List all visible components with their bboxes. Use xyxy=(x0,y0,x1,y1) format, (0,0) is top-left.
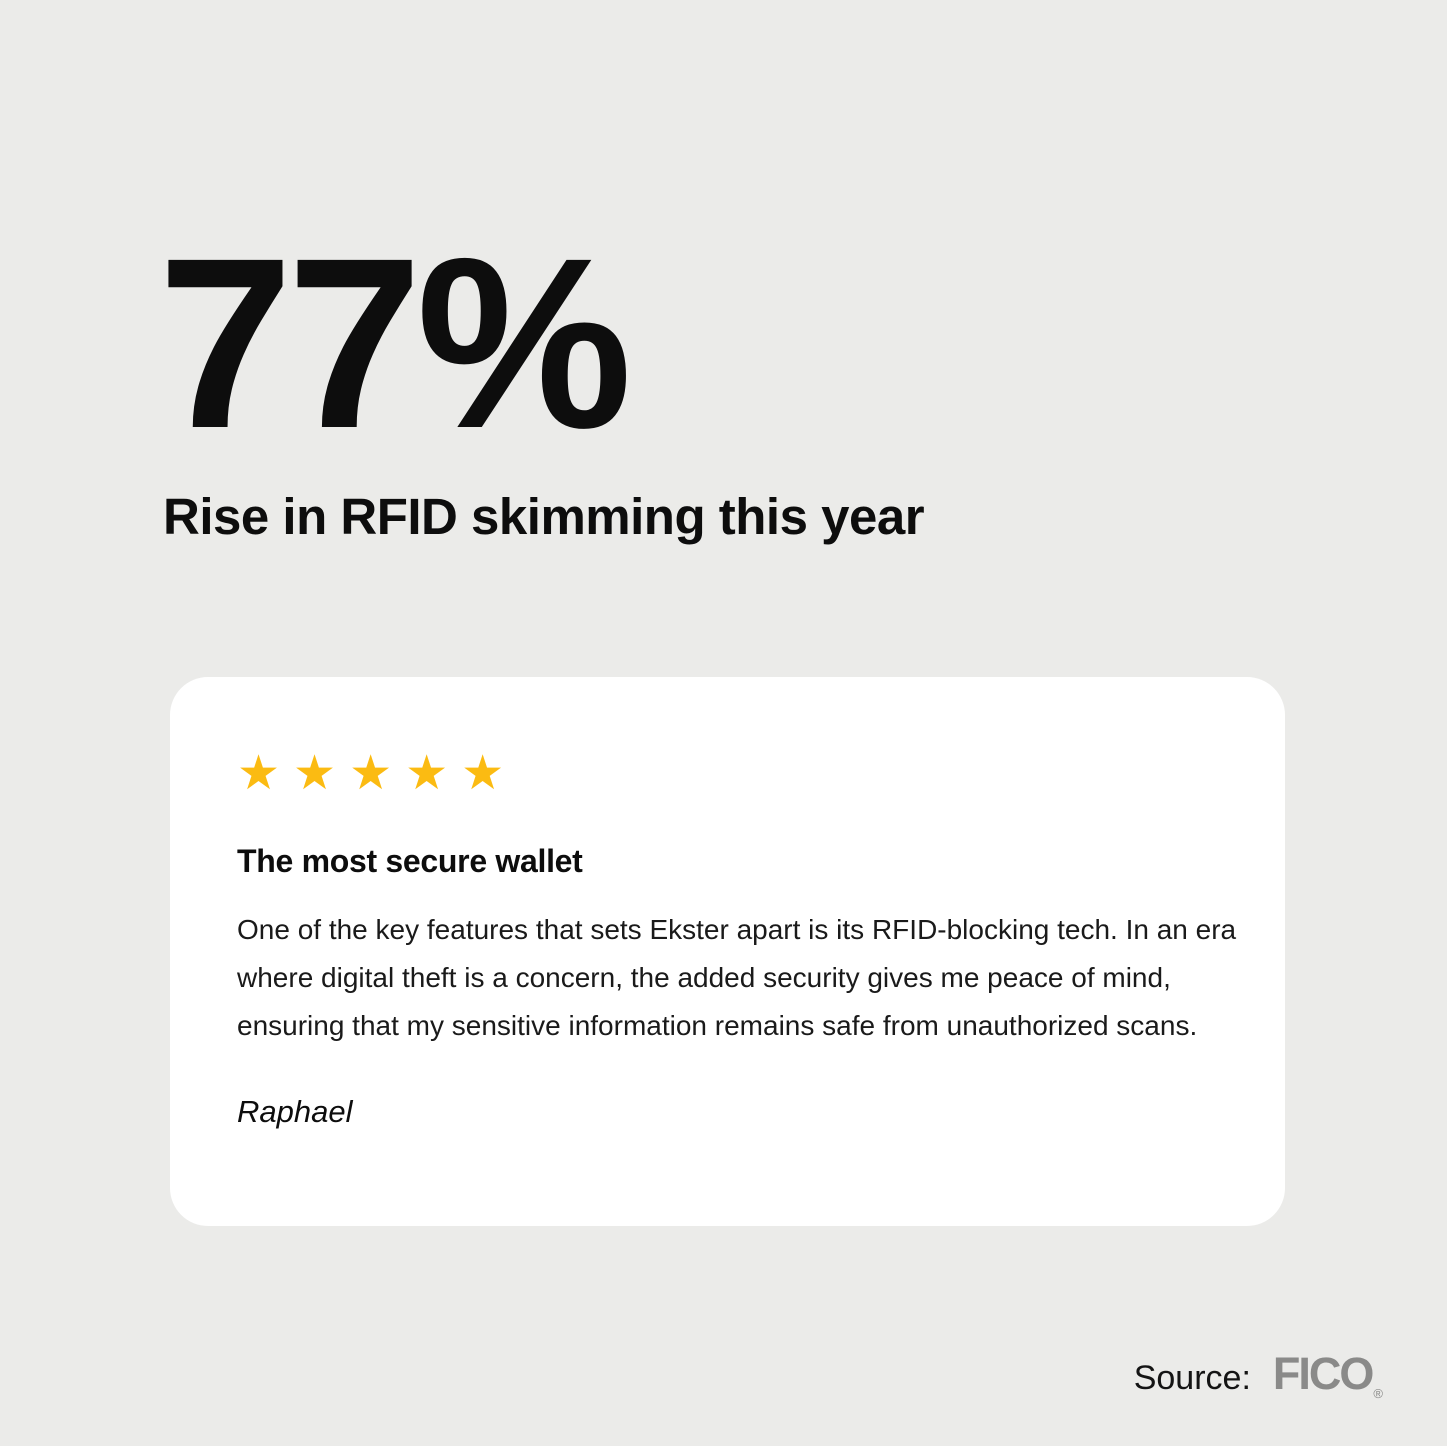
source-label: Source: xyxy=(1133,1359,1251,1397)
review-body: One of the key features that sets Ekster… xyxy=(237,914,1237,1041)
review-card: ★★★★★ The most secure wallet One of the … xyxy=(170,677,1285,1226)
stat-subtitle: Rise in RFID skimming this year xyxy=(163,488,925,545)
registered-trademark-icon: ® xyxy=(1373,1386,1383,1401)
stat-number: 77% xyxy=(158,208,632,479)
fico-logo: FICO ® xyxy=(1273,1348,1383,1400)
star-rating-icons: ★★★★★ xyxy=(237,745,518,801)
review-title: The most secure wallet xyxy=(237,843,583,879)
fico-logo-text: FICO xyxy=(1272,1348,1374,1399)
review-author: Raphael xyxy=(237,1094,353,1129)
source-attribution: Source: FICO ® xyxy=(1134,1348,1383,1400)
